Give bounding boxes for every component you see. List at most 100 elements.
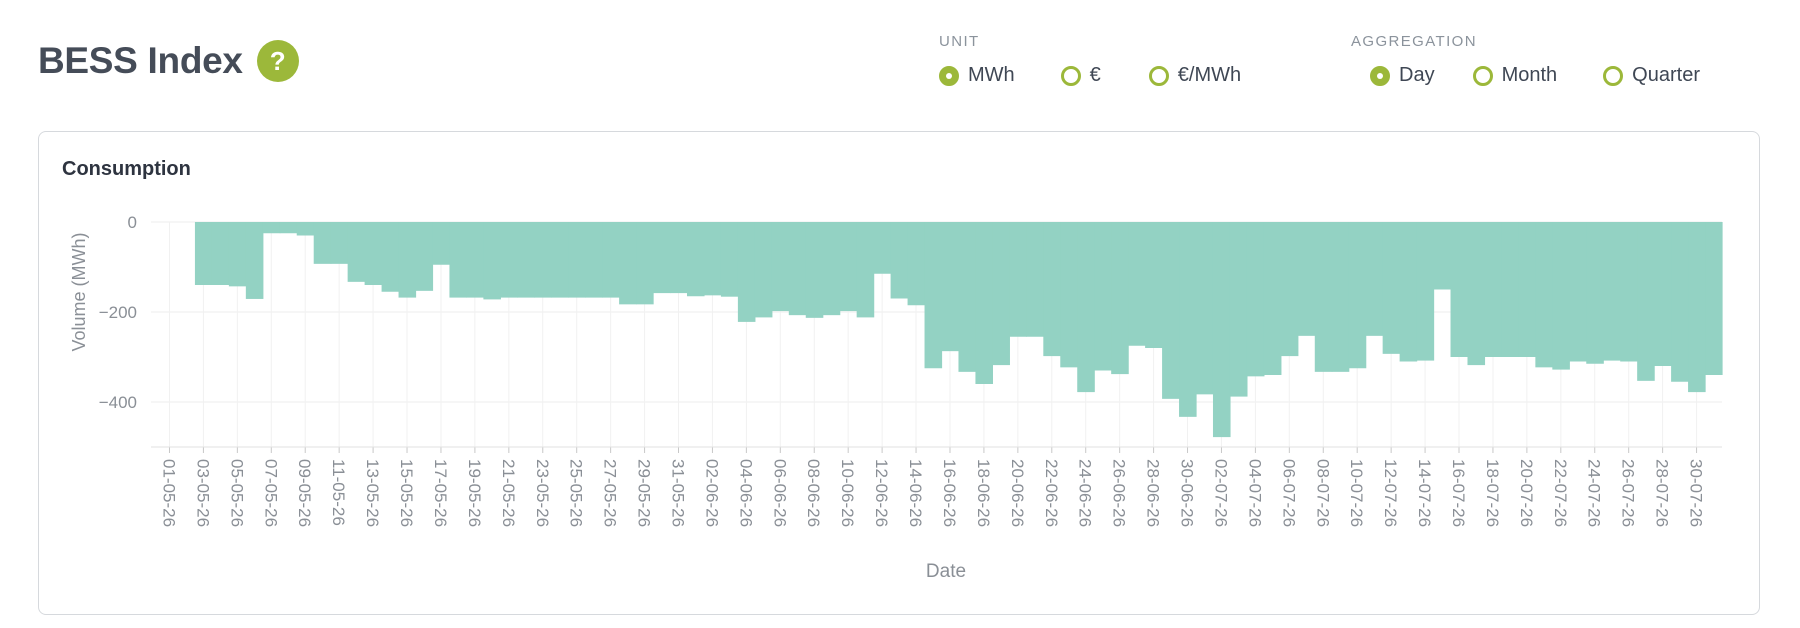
area-segment [1399,222,1418,362]
radio-selected-icon[interactable] [1370,65,1390,86]
x-tick-label: 04-06-26 [736,459,755,527]
area-segment [1043,222,1061,357]
radio-selected-icon[interactable] [939,65,959,86]
x-tick-label: 11-05-26 [329,459,348,526]
x-tick-label: 10-07-26 [1347,459,1366,527]
area-segment [313,222,332,264]
area-segment [534,222,552,298]
x-tick-label: 02-07-26 [1211,459,1230,527]
area-segment [1382,222,1401,354]
aggregation-selector: AGGREGATION Day Month Quarter [1349,33,1700,87]
area-segment [1128,222,1146,346]
x-tick-label: 21-05-26 [499,459,518,527]
area-segment [415,222,434,291]
area-segment [1297,222,1316,336]
area-segment [1094,222,1112,371]
area-segment [822,222,841,316]
area-segment [1111,222,1129,375]
area-segment [1280,222,1299,357]
area-segment [262,222,281,234]
axis-layer: Volume (MWh) Date 0 −200 −400 01-05-26 03-05… [69,213,1706,582]
x-tick-label: 08-07-26 [1313,459,1332,527]
area-segment [1416,222,1435,361]
area-segment [1196,222,1214,395]
area-segment [1637,222,1655,381]
area-segment [670,222,688,294]
aggregation-option-label: Day [1399,64,1435,86]
x-tick-label: 17-05-26 [431,459,450,527]
x-tick-label: 02-06-26 [702,459,721,527]
unit-option-label: €/MWh [1177,64,1242,86]
area-segment [720,222,739,297]
x-tick-label: 24-07-26 [1585,459,1604,527]
area-segment [958,222,977,372]
y-axis-title: Volume (MWh) [69,232,89,351]
area-segment [1145,222,1163,348]
unit-selector: UNIT MWh € €/MWh [937,33,1241,87]
radio-unselected-icon[interactable] [1472,65,1493,86]
area-segment [1162,222,1180,399]
radio-unselected-icon[interactable] [1603,65,1624,86]
area-layer [194,222,1723,438]
unit-option-mwh[interactable]: MWh [939,64,1015,87]
area-segment [347,222,366,282]
area-segment [1467,222,1486,366]
x-tick-label: 05-05-26 [227,459,246,527]
area-segment [585,222,603,298]
unit-option-eur-per-mwh[interactable]: €/MWh [1148,64,1242,87]
aggregation-option-month[interactable]: Month [1472,64,1557,87]
area-segment [636,222,654,305]
radio-unselected-icon[interactable] [1148,65,1169,86]
area-segment [551,222,569,298]
x-tick-label: 22-06-26 [1042,459,1061,527]
x-tick-label: 14-07-26 [1415,459,1434,527]
area-segment [330,222,349,264]
x-tick-label: 10-06-26 [838,459,857,527]
x-tick-label: 06-06-26 [770,459,789,527]
page-title: BESS Index [38,40,243,81]
area-segment [924,222,943,369]
x-tick-label: 30-06-26 [1178,459,1197,527]
x-tick-label: 08-06-26 [804,459,823,527]
y-tick-label: 0 [128,213,137,232]
help-icon[interactable]: ? [256,40,299,82]
area-segment [890,222,909,299]
area-segment [381,222,400,292]
area-segment [856,222,875,318]
x-tick-label: 09-05-26 [295,459,314,527]
x-tick-label: 16-06-26 [940,459,959,527]
area-segment [466,222,484,298]
area-segment [1365,222,1384,336]
page-header: BESS Index ? [38,40,299,82]
x-tick-label: 20-07-26 [1517,459,1536,527]
unit-option-label: MWh [968,64,1015,86]
x-tick-label: 26-07-26 [1619,459,1638,527]
area-segment [602,222,620,298]
area-segment [653,222,671,294]
x-tick-label: 25-05-26 [567,459,586,527]
x-tick-label: 30-07-26 [1687,459,1706,527]
area-segment [211,222,230,285]
aggregation-option-day[interactable]: Day [1370,64,1435,87]
aggregation-option-quarter[interactable]: Quarter [1603,64,1700,87]
area-segment [754,222,773,318]
x-tick-label: 22-07-26 [1551,459,1570,527]
x-tick-label: 19-05-26 [465,459,484,527]
area-segment [1331,222,1350,372]
unit-option-eur[interactable]: € [1060,64,1101,87]
x-tick-label: 12-07-26 [1381,459,1400,527]
x-tick-label: 27-05-26 [601,459,620,527]
area-segment [619,222,637,305]
area-segment [1179,222,1197,417]
x-tick-label: 13-05-26 [363,459,382,527]
area-segment [771,222,790,312]
x-tick-label: 18-07-26 [1483,459,1502,527]
x-tick-label: 20-06-26 [1008,459,1027,527]
area-segment [992,222,1010,366]
radio-unselected-icon[interactable] [1060,65,1081,86]
area-segment [839,222,858,312]
area-segment [907,222,926,306]
x-tick-label: 14-06-26 [906,459,925,527]
unit-label: UNIT [939,33,980,50]
x-tick-label: 26-06-26 [1110,459,1129,527]
